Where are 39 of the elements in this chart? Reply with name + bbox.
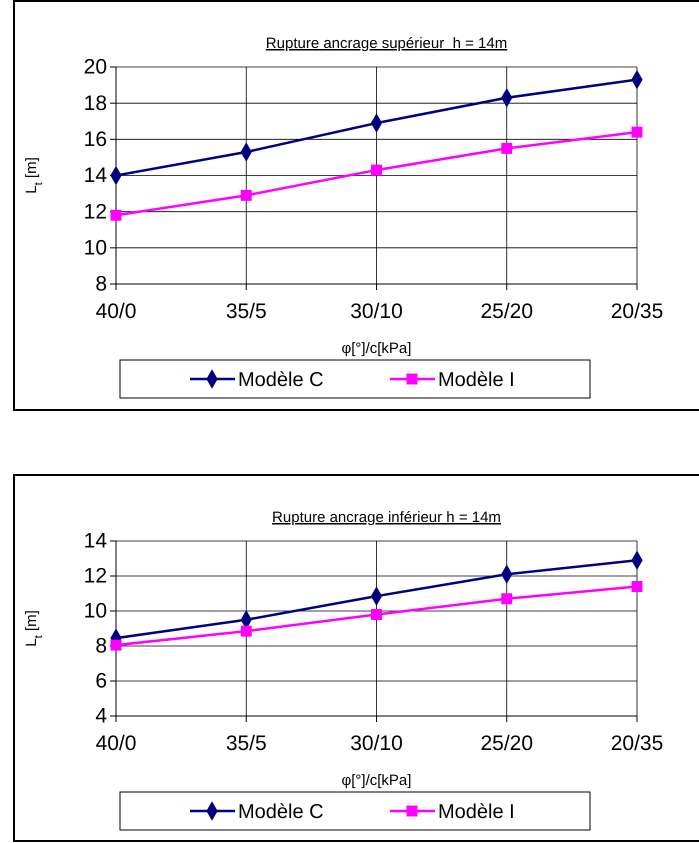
x-tick-label: 40/0 <box>96 732 136 756</box>
legend-label: Modèle I <box>438 369 515 391</box>
y-tick-label: 14 <box>84 164 108 188</box>
x-tick-label: 30/10 <box>350 732 403 756</box>
x-tick-label: 25/20 <box>480 732 534 756</box>
x-tick-label: 40/0 <box>96 300 136 324</box>
y-tick-label: 8 <box>95 634 107 658</box>
chart-title: Rupture ancrage supérieur h = 14m <box>266 35 508 52</box>
y-tick-label: 12 <box>84 200 107 224</box>
y-tick-label: 4 <box>95 704 108 728</box>
x-tick-label: 35/5 <box>226 732 267 756</box>
x-tick-label: 30/10 <box>350 300 403 324</box>
legend-label: Modèle C <box>238 369 324 391</box>
y-tick-label: 18 <box>84 92 107 115</box>
x-tick-label: 20/35 <box>610 732 664 756</box>
point <box>632 126 642 138</box>
y-tick-label: 10 <box>84 236 107 260</box>
y-tick-label: 8 <box>95 272 107 296</box>
x-axis-title: φ[°]/c[kPa] <box>342 340 412 357</box>
y-tick-label: 12 <box>84 564 107 588</box>
x-tick-label: 35/5 <box>226 300 267 324</box>
point <box>501 593 512 604</box>
chart-title: Rupture ancrage inférieur h = 14m <box>272 509 501 526</box>
y-tick-label: 20 <box>84 56 107 79</box>
point <box>632 581 642 592</box>
y-tick-label: 10 <box>84 600 107 623</box>
y-tick-label: 14 <box>84 530 108 553</box>
point <box>240 190 252 201</box>
point <box>240 626 252 637</box>
x-axis-title: φ[°]/c[kPa] <box>342 772 412 789</box>
point <box>371 609 382 620</box>
legend-label: Modèle I <box>438 801 515 823</box>
x-tick-label: 25/20 <box>480 300 534 324</box>
point <box>371 164 382 176</box>
legend-label: Modèle C <box>238 801 324 823</box>
point <box>501 142 512 154</box>
x-tick-label: 20/35 <box>610 300 664 324</box>
y-tick-label: 6 <box>95 670 107 693</box>
y-tick-label: 16 <box>84 128 107 152</box>
